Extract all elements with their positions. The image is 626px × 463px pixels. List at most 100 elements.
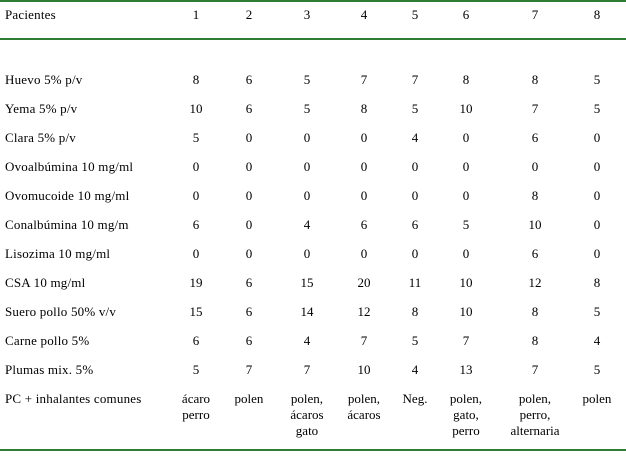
patient-header-2: 2 (245, 7, 253, 22)
row-value: 0 (245, 159, 253, 174)
row-value: 0 (462, 130, 470, 145)
row-value: 7 (531, 362, 539, 377)
row-value: 0 (593, 217, 601, 232)
patient-header-7: 7 (531, 7, 539, 22)
inhalants-cell: polen (209, 391, 289, 407)
row-value: 7 (245, 362, 253, 377)
row-value: 4 (593, 333, 601, 348)
row-value: 7 (531, 101, 539, 116)
row-value: 7 (411, 72, 419, 87)
row-value: 4 (303, 217, 311, 232)
row-value: 5 (593, 101, 601, 116)
inhalants-line: perro, (519, 407, 551, 422)
row-value: 0 (411, 188, 419, 203)
row-label: Carne pollo 5% (5, 333, 90, 348)
row-value: 14 (300, 304, 314, 319)
row-value: 5 (411, 333, 419, 348)
inhalants-line: polen, (290, 391, 324, 406)
patient-header-6: 6 (462, 7, 470, 22)
row-value: 15 (189, 304, 203, 319)
row-value: 0 (462, 159, 470, 174)
row-value: 0 (192, 246, 200, 261)
row-value: 5 (303, 101, 311, 116)
row-value: 0 (192, 188, 200, 203)
row-value: 8 (531, 333, 539, 348)
row-value: 8 (192, 72, 200, 87)
inhalants-line: polen (234, 391, 264, 406)
row-value: 7 (303, 362, 311, 377)
row-value: 0 (411, 246, 419, 261)
bottom-rule (0, 449, 626, 451)
patient-header-5: 5 (411, 7, 419, 22)
row-value: 0 (593, 246, 601, 261)
row-value: 0 (303, 188, 311, 203)
row-value: 0 (245, 246, 253, 261)
header-label: Pacientes (5, 7, 56, 22)
inhalants-cell: polen, gato, perro (426, 391, 506, 439)
row-value: 4 (411, 130, 419, 145)
inhalants-line: ácaros (290, 407, 324, 422)
inhalants-line: gato (295, 423, 319, 438)
row-value: 0 (245, 130, 253, 145)
row-value: 10 (528, 217, 542, 232)
row-value: 0 (303, 246, 311, 261)
row-value: 7 (462, 333, 470, 348)
row-value: 5 (192, 130, 200, 145)
row-value: 0 (360, 159, 368, 174)
top-rule (0, 0, 626, 2)
row-value: 0 (245, 188, 253, 203)
row-value: 0 (360, 246, 368, 261)
row-value: 0 (531, 159, 539, 174)
row-value: 6 (245, 101, 253, 116)
row-value: 6 (245, 304, 253, 319)
inhalants-line: Neg. (402, 391, 428, 406)
row-value: 6 (192, 217, 200, 232)
row-value: 12 (357, 304, 371, 319)
inhalants-cell: ácaro perro (156, 391, 236, 423)
row-value: 5 (192, 362, 200, 377)
row-value: 7 (360, 72, 368, 87)
row-label: Plumas mix. 5% (5, 362, 94, 377)
row-value: 10 (459, 101, 473, 116)
row-label: CSA 10 mg/ml (5, 275, 86, 290)
row-value: 6 (360, 217, 368, 232)
inhalants-cell: Neg. (375, 391, 455, 407)
inhalants-line: polen (582, 391, 612, 406)
row-value: 4 (411, 362, 419, 377)
row-value: 19 (189, 275, 203, 290)
patient-header-4: 4 (360, 7, 368, 22)
row-value: 5 (593, 304, 601, 319)
row-value: 6 (245, 333, 253, 348)
row-value: 8 (531, 72, 539, 87)
row-value: 8 (411, 304, 419, 319)
inhalants-line: polen, (449, 391, 483, 406)
row-label: Huevo 5% p/v (5, 72, 83, 87)
inhalants-cell: polen, ácaros gato (267, 391, 347, 439)
row-value: 0 (303, 130, 311, 145)
row-value: 10 (459, 275, 473, 290)
row-value: 5 (593, 362, 601, 377)
row-value: 0 (462, 246, 470, 261)
row-label: Conalbúmina 10 mg/m (5, 217, 129, 232)
row-label: Yema 5% p/v (5, 101, 78, 116)
row-value: 0 (360, 130, 368, 145)
inhalants-line: polen, (347, 391, 381, 406)
row-value: 0 (411, 159, 419, 174)
inhalants-label: PC + inhalantes comunes (5, 391, 142, 406)
row-value: 5 (303, 72, 311, 87)
row-value: 6 (531, 246, 539, 261)
row-value: 8 (462, 72, 470, 87)
inhalants-line: perro (452, 423, 480, 438)
row-value: 10 (459, 304, 473, 319)
row-value: 0 (303, 159, 311, 174)
row-label: Ovoalbúmina 10 mg/ml (5, 159, 134, 174)
patient-header-8: 8 (593, 7, 601, 22)
row-value: 15 (300, 275, 314, 290)
row-value: 0 (192, 159, 200, 174)
row-value: 11 (408, 275, 422, 290)
row-value: 0 (593, 159, 601, 174)
row-label: Suero pollo 50% v/v (5, 304, 117, 319)
row-value: 6 (245, 275, 253, 290)
inhalants-cell: polen (557, 391, 626, 407)
inhalants-line: ácaro (181, 391, 211, 406)
